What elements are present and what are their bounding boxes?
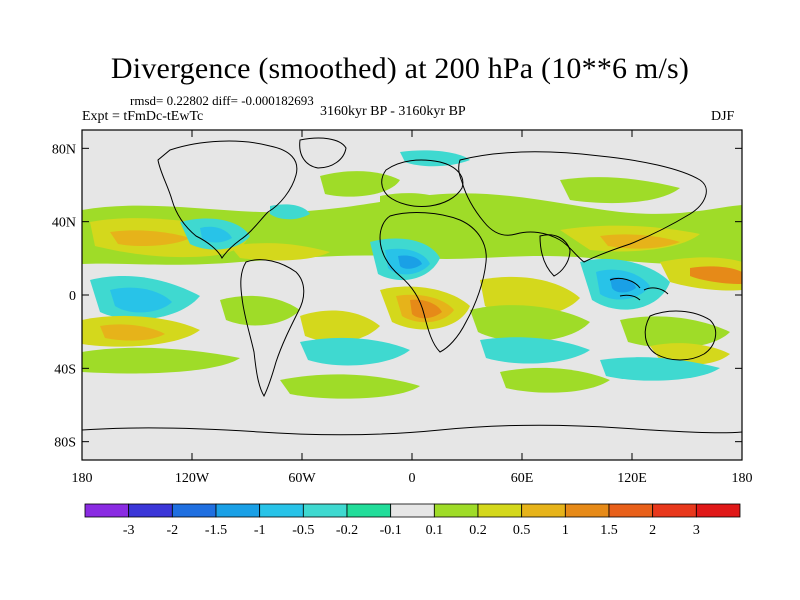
colorbar-swatch (608, 503, 654, 518)
y-tick-label: 40N (52, 216, 76, 231)
field-sam-green (220, 295, 300, 326)
field-arctic-teal-2 (270, 204, 310, 220)
greenland-outline (299, 137, 347, 169)
field-nh-orange-1 (110, 230, 190, 246)
colorbar-label: -0.1 (380, 523, 402, 538)
field-sh-teal-2 (480, 337, 590, 364)
south-america-outline (240, 259, 305, 398)
colorbar-label: -0.5 (292, 523, 314, 538)
colorbar-label: -1.5 (205, 523, 227, 538)
colorbar-label: -0.2 (336, 523, 358, 538)
colorbar-swatch (652, 503, 697, 518)
x-tick-label: 60W (288, 471, 316, 486)
y-axis: 80N 40N 0 40S 80S (52, 142, 742, 451)
colorbar-swatch (215, 503, 261, 518)
colorbar-swatch (695, 503, 741, 518)
field-sh-teal-1 (300, 337, 410, 366)
field-arctic-green-3 (560, 177, 680, 204)
field-arctic-teal-1 (400, 150, 470, 167)
x-tick-label: 120W (175, 471, 210, 486)
field-sh-teal-3 (600, 357, 720, 381)
australia-outline (644, 310, 717, 361)
colorbar-swatch (477, 503, 523, 518)
field-nh-orange-3 (690, 266, 742, 284)
colorbar-swatch (521, 503, 566, 518)
asia-outline (458, 151, 707, 263)
x-tick-label: 180 (732, 471, 753, 486)
colorbar-swatch (171, 503, 217, 518)
field-pacific-blue (200, 226, 232, 243)
colorbar-label: 0.2 (469, 523, 487, 538)
colorbar-label: -2 (166, 523, 178, 538)
x-tick-label: 120E (617, 471, 647, 486)
maritime-continent-outline (609, 277, 669, 301)
field-sio-green (470, 305, 590, 342)
x-axis: 180 120W 60W 0 60E 120E 180 (72, 130, 753, 486)
antarctica-outline (82, 424, 742, 436)
field-arctic-green-1 (320, 171, 400, 197)
colorbar-swatch (346, 503, 392, 518)
colorbar-swatch (128, 503, 173, 518)
map-title: Divergence (smoothed) at 200 hPa (10**6 … (110, 52, 690, 85)
field-nh-orange-2 (600, 234, 680, 249)
colorbar-label: 1.5 (600, 523, 618, 538)
field-africa-orange-core (410, 299, 442, 319)
europe-outline (381, 159, 464, 207)
colorbar-label: -3 (123, 523, 135, 538)
coastlines (82, 137, 742, 436)
field-spac-orange (100, 324, 165, 341)
field-sh-green-2 (280, 374, 420, 399)
indian-subcontinent-outline (539, 234, 571, 277)
colorbar-label: 0.5 (513, 523, 531, 538)
field-atlantic-blue-dark (398, 255, 422, 269)
season-label: DJF (711, 109, 735, 124)
field-epac-blue (110, 287, 172, 313)
x-tick-label: 60E (511, 471, 534, 486)
colorbar-swatch (84, 503, 130, 518)
x-tick-label: 180 (72, 471, 93, 486)
field-indo-blue-dark (610, 277, 636, 293)
colorbar-label: 2 (649, 523, 656, 538)
colorbar-label: 3 (693, 523, 700, 538)
colorbar-swatch (433, 503, 479, 518)
north-america-outline (157, 140, 298, 259)
colorbar-label: -1 (254, 523, 266, 538)
experiment-label: Expt = tFmDc-tEwTc (82, 109, 204, 124)
y-tick-label: 0 (69, 289, 76, 304)
colorbar: -3 -2 -1.5 -1 -0.5 -0.2 -0.1 0.1 0.2 0.5 1 1.5 2 3 (84, 503, 741, 538)
colorbar-swatch (390, 503, 435, 518)
stats-line: rmsd= 0.22802 diff= -0.000182693 (130, 93, 314, 108)
divergence-field (82, 150, 742, 399)
colorbar-label: 1 (562, 523, 569, 538)
africa-outline (379, 212, 487, 353)
field-nh-yellow-2 (230, 243, 330, 261)
field-satl-yellow (300, 310, 380, 342)
y-tick-label: 80N (52, 142, 76, 157)
field-sh-green-1 (82, 347, 240, 374)
y-tick-label: 40S (54, 362, 76, 377)
colorbar-label: 0.1 (426, 523, 444, 538)
field-sh-green-3 (620, 316, 730, 348)
colorbar-swatch (302, 503, 348, 518)
colorbar-swatch (259, 503, 304, 518)
field-sh-green-4 (500, 367, 610, 393)
x-tick-label: 0 (409, 471, 416, 486)
period-label: 3160kyr BP - 3160kyr BP (320, 104, 466, 119)
colorbar-swatch (564, 503, 610, 518)
y-tick-label: 80S (54, 436, 76, 451)
